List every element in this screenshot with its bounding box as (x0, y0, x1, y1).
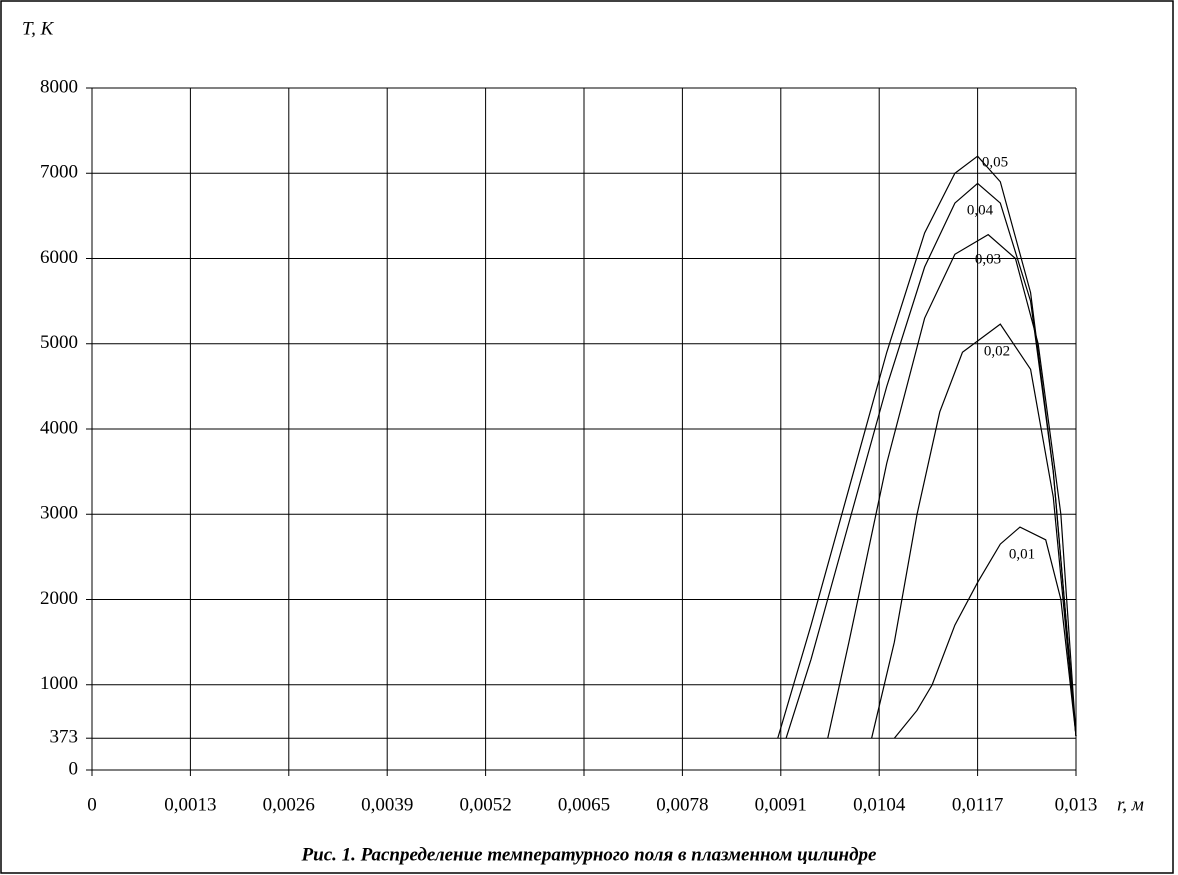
y-axis-label: T, K (22, 18, 55, 39)
y-tick-label: 0 (69, 758, 79, 779)
y-tick-label: 1000 (40, 673, 78, 694)
x-tick-label: 0,0078 (656, 794, 708, 815)
x-tick-label: 0,0091 (755, 794, 807, 815)
x-axis-label: r, м (1117, 794, 1144, 815)
curve (785, 182, 1077, 739)
x-tick-label: 0,0052 (459, 794, 511, 815)
series-label: 0,05 (982, 154, 1008, 170)
y-tick-label: 4000 (40, 417, 78, 438)
curve (827, 233, 1077, 739)
x-tick-label: 0,0026 (263, 794, 315, 815)
y-tick-label: 3000 (40, 503, 78, 524)
y-tick-label: 7000 (40, 162, 78, 183)
x-tick-label: 0,0117 (952, 794, 1004, 815)
series-label: 0,03 (975, 251, 1001, 267)
series-label: 0,04 (967, 202, 994, 218)
y-tick-label: 2000 (40, 588, 78, 609)
curve (777, 155, 1077, 739)
y-tick-label: 6000 (40, 247, 78, 268)
y-tick-label: 8000 (40, 76, 78, 97)
x-tick-label: 0,0039 (361, 794, 413, 815)
x-tick-label: 0,0013 (164, 794, 216, 815)
x-tick-label: 0 (87, 794, 97, 815)
series-label: 0,02 (984, 343, 1010, 359)
curve (893, 526, 1077, 739)
x-tick-label: 0,0104 (853, 794, 906, 815)
curve (871, 323, 1077, 739)
y-tick-label: 373 (50, 727, 79, 748)
series-label: 0,01 (1009, 546, 1035, 562)
caption: Рис. 1. Распределение температурного пол… (301, 844, 878, 865)
y-tick-label: 5000 (40, 332, 78, 353)
x-tick-label: 0,013 (1055, 794, 1098, 815)
x-tick-label: 0,0065 (558, 794, 610, 815)
